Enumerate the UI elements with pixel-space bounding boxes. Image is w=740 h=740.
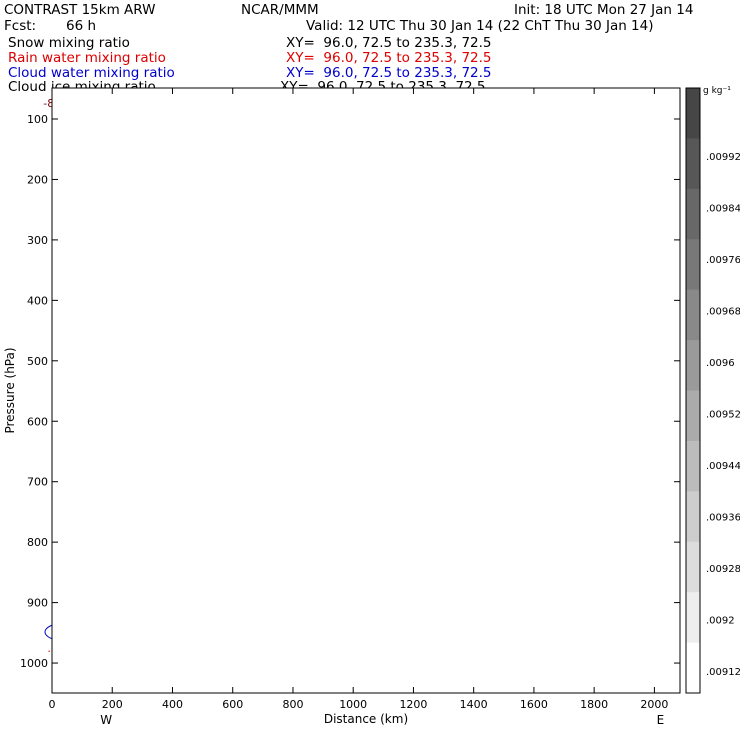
title-center: NCAR/MMM xyxy=(241,2,319,18)
y-tick-label: 900 xyxy=(27,597,48,610)
x-tick-label: 1000 xyxy=(339,698,367,711)
field-snow-name: Snow mixing ratio xyxy=(8,35,130,51)
colorbar-segment xyxy=(686,491,700,543)
x-tick-label: 600 xyxy=(222,698,243,711)
y-axis-label: Pressure (hPa) xyxy=(3,347,17,433)
forecast-label: Fcst: xyxy=(4,18,37,34)
colorbar-tick-label: .00984 xyxy=(706,204,740,215)
plot-area xyxy=(52,88,680,693)
field-rain-name: Rain water mixing ratio xyxy=(8,50,166,66)
colorbar-segment xyxy=(686,642,700,694)
colorbar-tick-label: .0092 xyxy=(706,616,735,627)
colorbar: g kg⁻¹ .00992 .00984 .00976 .00968 .0096 .0095… xyxy=(685,86,740,694)
colorbar-tick-label: .00968 xyxy=(706,307,740,318)
y-tick-label: 400 xyxy=(27,294,48,307)
x-tick-label: 1600 xyxy=(520,698,548,711)
init-time: Init: 18 UTC Mon 27 Jan 14 xyxy=(514,2,694,18)
y-tick-label: 800 xyxy=(27,536,48,549)
x-tick-label: 400 xyxy=(162,698,183,711)
field-cloudwater-xy: XY= 96.0, 72.5 to 235.3, 72.5 xyxy=(286,65,492,81)
colorbar-segment xyxy=(686,188,700,240)
colorbar-tick-label: .00936 xyxy=(706,513,740,524)
colorbar-segment xyxy=(686,289,700,341)
y-tick-label: 700 xyxy=(27,476,48,489)
colorbar-segment xyxy=(686,88,700,139)
x-tick-label: 1200 xyxy=(399,698,427,711)
y-tick-label: 500 xyxy=(27,355,48,368)
colorbar-segment xyxy=(686,541,700,593)
west-label: W xyxy=(100,713,112,727)
colorbar-tick-label: .00912 xyxy=(706,667,740,678)
y-tick-label: 600 xyxy=(27,415,48,428)
colorbar-segment xyxy=(686,592,700,644)
field-cloudwater-name: Cloud water mixing ratio xyxy=(8,65,175,81)
title-left: CONTRAST 15km ARW xyxy=(4,2,156,18)
colorbar-tick-label: .00944 xyxy=(706,461,740,472)
y-tick-label: 300 xyxy=(27,234,48,247)
x-tick-label: 200 xyxy=(102,698,123,711)
colorbar-tick-label: .0096 xyxy=(706,358,735,369)
colorbar-tick-label: .00976 xyxy=(706,255,740,266)
x-tick-label: 1800 xyxy=(580,698,608,711)
field-snow-xy: XY= 96.0, 72.5 to 235.3, 72.5 xyxy=(286,35,492,51)
x-tick-label: 800 xyxy=(282,698,303,711)
colorbar-segment xyxy=(686,390,700,442)
forecast-value: 66 h xyxy=(66,18,97,34)
colorbar-segment xyxy=(686,340,700,391)
colorbar-segment xyxy=(686,239,700,291)
field-rain-xy: XY= 96.0, 72.5 to 235.3, 72.5 xyxy=(286,50,492,66)
colorbar-units: g kg⁻¹ xyxy=(703,86,731,96)
colorbar-tick-label: .00928 xyxy=(706,564,740,575)
plot-frame xyxy=(51,87,681,694)
y-tick-label: 200 xyxy=(27,173,48,186)
valid-time: Valid: 12 UTC Thu 30 Jan 14 (22 ChT Thu … xyxy=(306,18,654,34)
colorbar-tick-label: .00952 xyxy=(706,410,740,421)
east-label: E xyxy=(657,713,665,727)
y-tick-label: 1000 xyxy=(20,657,48,670)
colorbar-tick-label: .00992 xyxy=(706,152,740,163)
x-tick-label: 2000 xyxy=(640,698,668,711)
x-tick-label: 1400 xyxy=(460,698,488,711)
axes: 0 200 400 600 800 1000 1200 1400 1600 1800 2000 100… xyxy=(3,87,681,727)
colorbar-segment xyxy=(686,440,700,492)
colorbar-segment xyxy=(686,138,700,190)
y-tick-label: 100 xyxy=(27,113,48,126)
x-tick-label: 0 xyxy=(49,698,56,711)
x-axis-label: Distance (km) xyxy=(324,712,408,726)
colorbar-frame xyxy=(685,87,701,694)
